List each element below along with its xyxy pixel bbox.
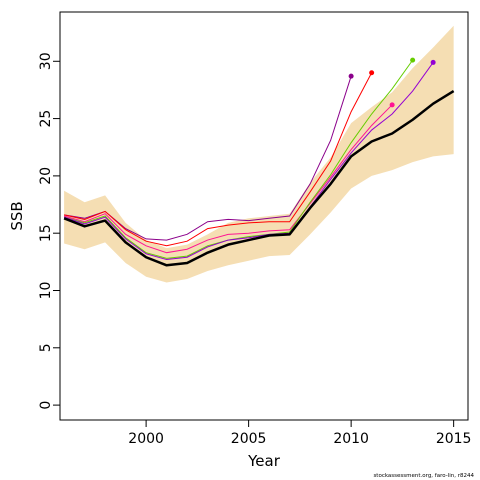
ssb-estimate-line bbox=[63, 90, 455, 267]
x-tick-label: 2005 bbox=[231, 431, 267, 447]
confidence-band bbox=[64, 25, 454, 283]
retro-series-line bbox=[63, 104, 393, 254]
x-tick-label: 2010 bbox=[333, 431, 369, 447]
y-tick-label: 30 bbox=[38, 52, 54, 70]
x-tick-label: 2015 bbox=[436, 431, 472, 447]
y-tick-label: 15 bbox=[38, 224, 54, 242]
retro-series-endpoint bbox=[389, 102, 395, 108]
y-axis: 0 5 10 15 20 25 30 bbox=[38, 52, 61, 410]
y-tick-label: 5 bbox=[38, 343, 54, 352]
footer-credit: stockassessment.org, faro-lin, r8244 bbox=[373, 473, 474, 479]
y-axis-title: SSB bbox=[8, 201, 26, 230]
x-tick-label: 2000 bbox=[128, 431, 164, 447]
retro-series-endpoint bbox=[369, 70, 375, 76]
y-tick-label: 10 bbox=[38, 282, 54, 300]
x-axis: 2000 2005 2010 2015 bbox=[128, 419, 472, 447]
x-axis-title: Year bbox=[247, 452, 281, 470]
retro-series-endpoint bbox=[410, 57, 416, 63]
retro-series-endpoint bbox=[430, 59, 436, 65]
retro-series-endpoint bbox=[348, 73, 354, 79]
plot-frame bbox=[59, 11, 469, 421]
retro-series-line bbox=[63, 62, 434, 261]
retro-series-line bbox=[63, 72, 373, 247]
y-tick-label: 0 bbox=[38, 401, 54, 410]
plot-area bbox=[63, 25, 455, 283]
y-tick-label: 25 bbox=[38, 110, 54, 128]
retro-series-line bbox=[63, 59, 414, 259]
y-tick-label: 20 bbox=[38, 167, 54, 185]
